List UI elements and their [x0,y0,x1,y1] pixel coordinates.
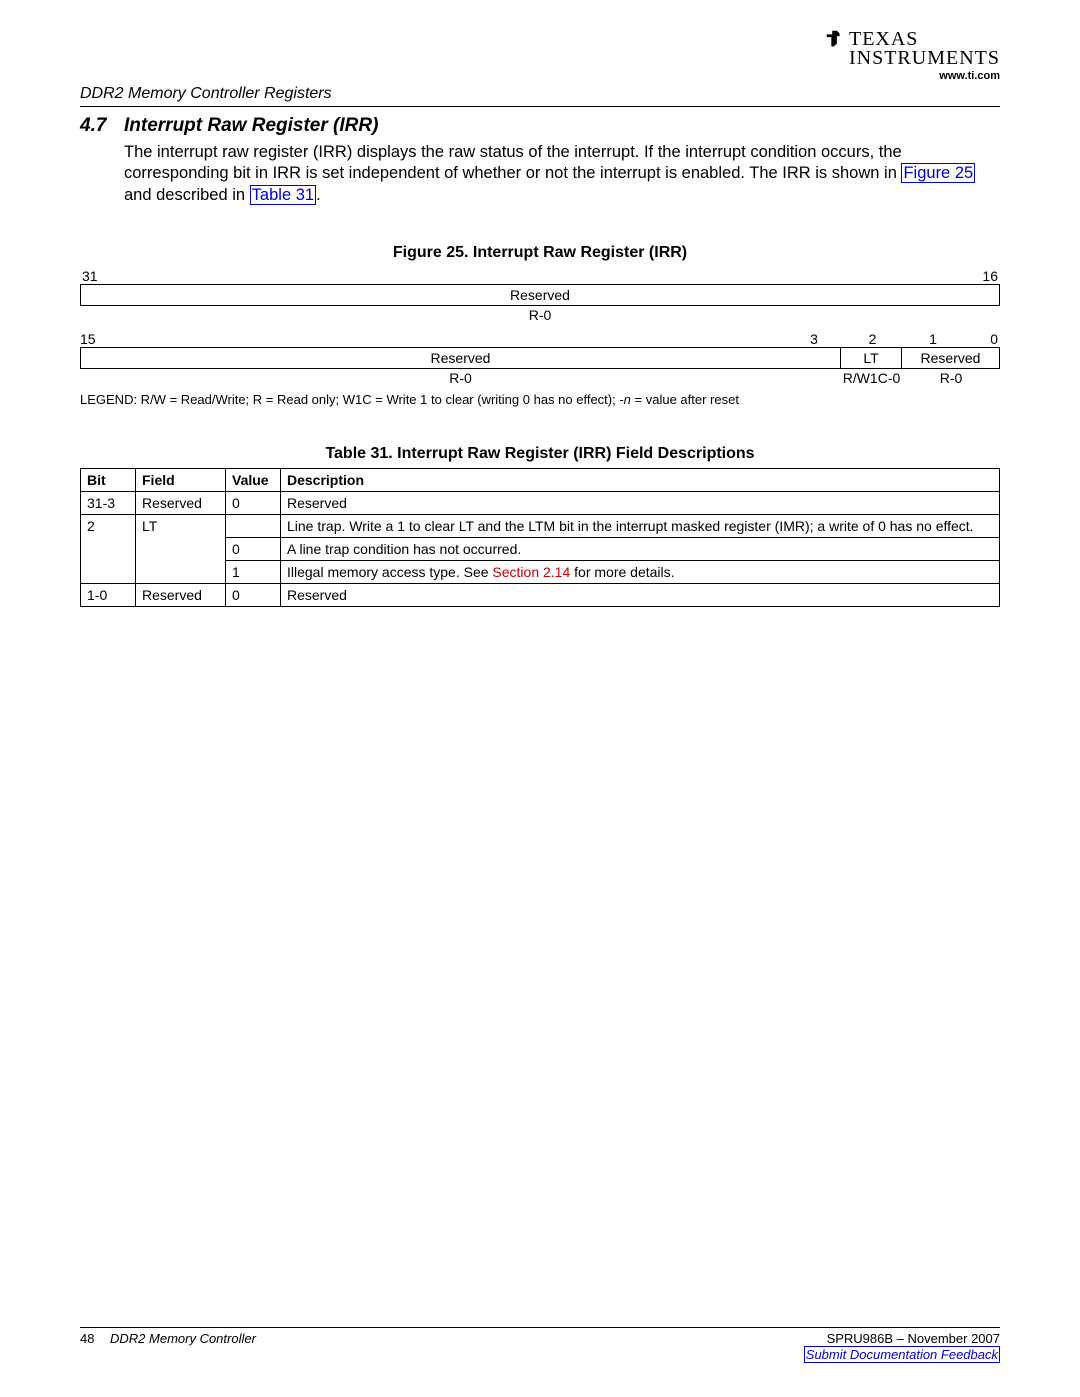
reg-access-reserved2: R-0 [902,370,1000,386]
cell-bit: 31-3 [81,492,136,515]
cell-desc: Reserved [281,492,1000,515]
section-number: 4.7 [80,115,124,137]
feedback-link[interactable]: Submit Documentation Feedback [804,1346,1000,1363]
cell-desc-a: Illegal memory access type. See [287,564,492,580]
cell-bit: 2 [81,515,136,584]
bit-label-3: 3 [786,331,842,347]
logo-url: www.ti.com [824,70,1000,82]
footer-docid: SPRU986B – November 2007 [827,1331,1000,1346]
legend-text-a: LEGEND: R/W = Read/Write; R = Read only;… [80,392,624,407]
bit-label-31: 31 [82,268,98,284]
body-text-a: The interrupt raw register (IRR) display… [124,143,902,182]
cell-value: 0 [226,492,281,515]
bit-label-1: 1 [903,331,963,347]
reg-access-reserved-lo: R-0 [80,370,841,386]
th-field: Field [136,469,226,492]
legend-text-b: = value after reset [631,392,739,407]
cell-value: 1 [226,561,281,584]
cell-desc-b: for more details. [570,564,674,580]
section-ref-link[interactable]: Section 2.14 [492,564,570,580]
section-title: Interrupt Raw Register (IRR) [124,115,378,137]
body-text-c: . [316,186,321,204]
cell-desc: A line trap condition has not occurred. [281,538,1000,561]
reg-field-lt: LT [840,348,901,368]
cell-desc: Line trap. Write a 1 to clear LT and the… [281,515,1000,538]
cell-bit: 1-0 [81,584,136,607]
cell-field: Reserved [136,584,226,607]
bit-label-16: 16 [982,268,998,284]
register-diagram: 31 16 Reserved R-0 15 3 2 1 0 Reserved L… [80,268,1000,407]
figure-caption: Figure 25. Interrupt Raw Register (IRR) [80,244,1000,262]
bit-label-2: 2 [842,331,903,347]
body-paragraph: The interrupt raw register (IRR) display… [124,142,1000,206]
table-row: 31-3 Reserved 0 Reserved [81,492,1000,515]
reg-field-reserved-hi: Reserved [81,285,999,305]
reg-access-hi: R-0 [80,307,1000,323]
body-text-b: and described in [124,186,250,204]
footer-page-number: 48 [80,1331,110,1346]
table-caption: Table 31. Interrupt Raw Register (IRR) F… [80,445,1000,463]
reg-field-reserved2: Reserved [901,348,999,368]
th-description: Description [281,469,1000,492]
cell-value: 0 [226,584,281,607]
page-footer: 48 DDR2 Memory Controller SPRU986B – Nov… [80,1327,1000,1362]
ti-logo: TEXAS INSTRUMENTS [824,30,1000,68]
th-bit: Bit [81,469,136,492]
legend-n: n [624,392,631,407]
ti-logo-block: TEXAS INSTRUMENTS www.ti.com [824,30,1000,82]
bit-label-15: 15 [80,331,110,347]
th-value: Value [226,469,281,492]
table-ref-link[interactable]: Table 31 [250,185,316,205]
section-heading: 4.7 Interrupt Raw Register (IRR) [80,115,1000,137]
logo-instruments: INSTRUMENTS [849,49,1000,68]
bit-label-0: 0 [963,331,1000,347]
cell-field: Reserved [136,492,226,515]
field-description-table: Bit Field Value Description 31-3 Reserve… [80,468,1000,607]
reg-field-reserved-lo: Reserved [81,348,840,368]
cell-value [226,515,281,538]
cell-value: 0 [226,538,281,561]
register-legend: LEGEND: R/W = Read/Write; R = Read only;… [80,392,1000,407]
cell-field: LT [136,515,226,584]
cell-desc: Reserved [281,584,1000,607]
figure-ref-link[interactable]: Figure 25 [901,163,975,183]
ti-chip-icon [824,28,846,56]
table-row: 1-0 Reserved 0 Reserved [81,584,1000,607]
reg-access-lt: R/W1C-0 [841,370,902,386]
table-row: 2 LT Line trap. Write a 1 to clear LT an… [81,515,1000,538]
cell-desc: Illegal memory access type. See Section … [281,561,1000,584]
header-section-label: DDR2 Memory Controller Registers [80,85,1000,107]
footer-title: DDR2 Memory Controller [110,1331,827,1346]
